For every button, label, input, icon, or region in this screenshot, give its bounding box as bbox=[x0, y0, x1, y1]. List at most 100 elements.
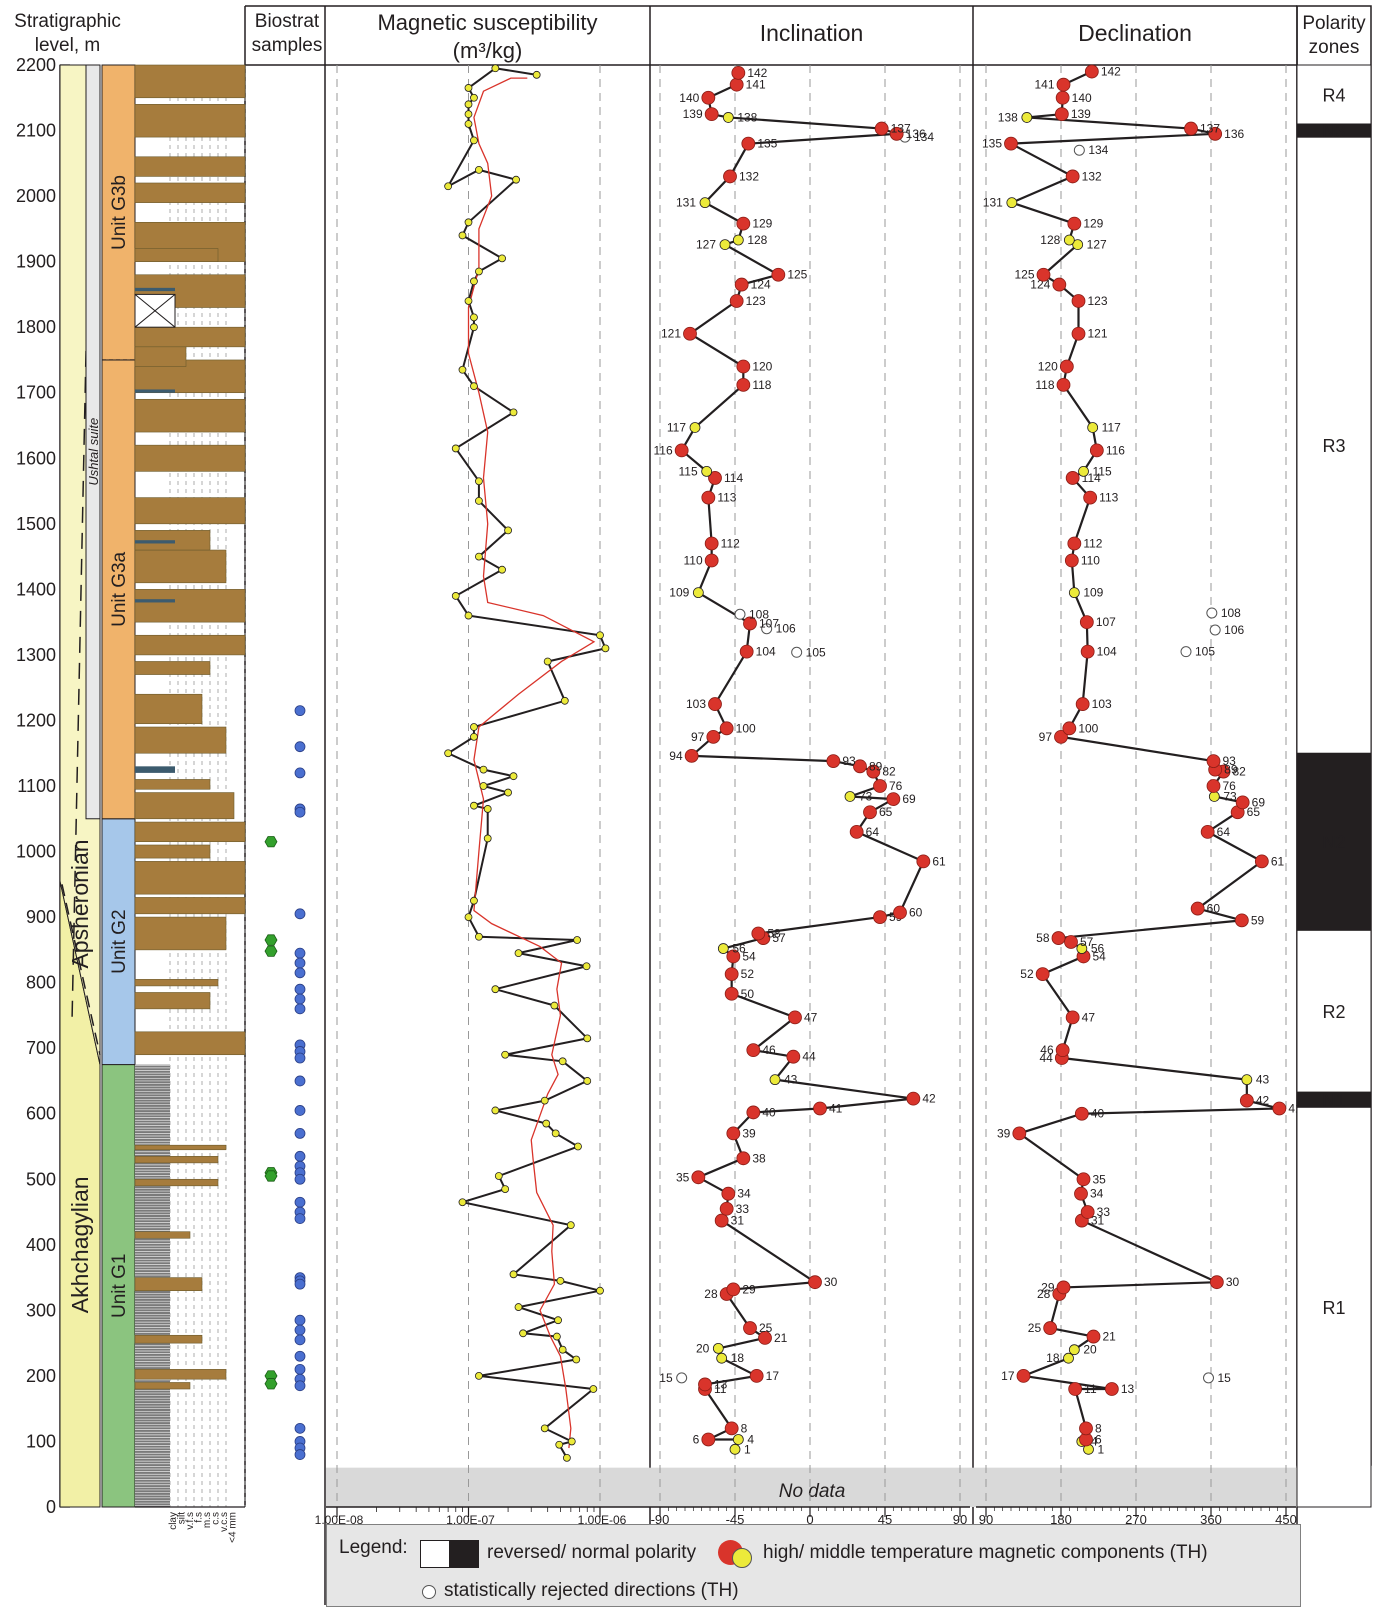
inclination-point-label: 113 bbox=[717, 491, 736, 505]
declination-point-label: 129 bbox=[1083, 217, 1103, 231]
declination-point-middle bbox=[1241, 1074, 1253, 1086]
biostrat-sample-blue bbox=[294, 1127, 306, 1139]
inclination-point-high bbox=[674, 443, 689, 458]
inclination-point-high bbox=[721, 1186, 736, 1201]
declination-path bbox=[1006, 70, 1280, 1451]
inclination-point-high bbox=[813, 1101, 827, 1116]
declination-point-high bbox=[1190, 901, 1205, 916]
declination-point-label: 108 bbox=[1221, 606, 1241, 620]
declination-point-high bbox=[1016, 1369, 1031, 1383]
declination-point-label: 120 bbox=[1038, 360, 1058, 374]
declination-point-label: 103 bbox=[1092, 697, 1112, 711]
lithology-bed bbox=[134, 346, 187, 367]
inclination-point-label: 57 bbox=[772, 931, 786, 945]
declination-point-label: 42 bbox=[1256, 1094, 1270, 1108]
declination-point-label: 31 bbox=[1091, 1214, 1105, 1228]
biostrat-sample-blue bbox=[294, 1105, 306, 1116]
lithology-bed bbox=[134, 779, 211, 790]
declination-point-high bbox=[1055, 1043, 1070, 1058]
lithology-bed bbox=[134, 634, 246, 656]
declination-point-label: 118 bbox=[1035, 378, 1054, 392]
inclination-point-label: 30 bbox=[824, 1275, 838, 1289]
magsus-point bbox=[512, 175, 520, 184]
inclination-point-middle bbox=[712, 1342, 724, 1354]
magsus-point bbox=[464, 913, 473, 921]
declination-point-label: 46 bbox=[1040, 1043, 1054, 1057]
lithology-bed bbox=[134, 916, 227, 951]
inclination-point-label: 39 bbox=[742, 1126, 756, 1140]
declination-point-label: 47 bbox=[1082, 1010, 1096, 1024]
declination-point-label: 106 bbox=[1224, 623, 1244, 637]
magsus-point bbox=[464, 218, 473, 227]
inclination-point-label: 28 bbox=[704, 1287, 718, 1301]
depth-tick-label: 1000 bbox=[16, 842, 56, 862]
magsus-point bbox=[494, 1172, 503, 1180]
inclination-point-label: 6 bbox=[693, 1432, 700, 1446]
declination-point-high bbox=[1065, 1010, 1080, 1025]
declination-header-title: Declination bbox=[1078, 20, 1192, 46]
lithology-bed bbox=[134, 693, 203, 725]
declination-point-high bbox=[1184, 121, 1198, 136]
magsus-point bbox=[470, 723, 478, 731]
magsus-point bbox=[504, 526, 512, 535]
inclination-point-label: 137 bbox=[891, 122, 911, 136]
lithology-bed bbox=[134, 1031, 246, 1056]
inclination-point-label: 43 bbox=[784, 1073, 798, 1087]
inclination-point-label: 73 bbox=[859, 789, 873, 803]
magsus-header: Magnetic susceptibility (m³/kg) bbox=[325, 9, 650, 65]
inclination-point-high bbox=[736, 359, 751, 374]
inclination-point-label: 120 bbox=[752, 360, 772, 374]
magsus-point bbox=[475, 477, 483, 486]
declination-point-high bbox=[1056, 77, 1071, 92]
inclination-point-high bbox=[758, 1330, 772, 1345]
declination-point-high bbox=[1084, 64, 1099, 79]
declination-point-label: 39 bbox=[997, 1126, 1011, 1140]
inclination-point-high bbox=[706, 729, 721, 744]
lithology-dark-band bbox=[135, 599, 175, 603]
inclination-point-label: 50 bbox=[741, 987, 755, 1001]
declination-point-label: 40 bbox=[1091, 1107, 1105, 1121]
depth-tick-label: 1700 bbox=[16, 383, 56, 403]
depth-tick-label: 800 bbox=[26, 973, 56, 993]
declination-point-label: 117 bbox=[1102, 420, 1121, 434]
lithology-bed bbox=[134, 1231, 191, 1239]
inclination-point-label: 34 bbox=[737, 1187, 751, 1201]
inclination-point-high bbox=[736, 1151, 751, 1166]
magsus-point bbox=[475, 496, 483, 505]
lithology-bed bbox=[134, 861, 246, 895]
declination-point-middle bbox=[1208, 791, 1220, 802]
inclination-point-high bbox=[893, 905, 907, 920]
inclination-point-label: 135 bbox=[757, 137, 777, 151]
inclination-point-high bbox=[771, 267, 786, 282]
lithology-bed bbox=[134, 104, 246, 138]
inclination-point-label: 44 bbox=[802, 1050, 816, 1064]
declination-point-label: 113 bbox=[1099, 491, 1118, 505]
magsus-point bbox=[470, 93, 478, 102]
lithology-bed bbox=[134, 844, 211, 859]
biostrat-sample-blue bbox=[294, 1314, 306, 1326]
depth-tick-label: 1200 bbox=[16, 710, 56, 730]
lithology-bed bbox=[134, 979, 219, 987]
lithology-bed bbox=[134, 897, 246, 915]
declination-point-label: 54 bbox=[1093, 949, 1107, 963]
inclination-point-high bbox=[886, 792, 901, 807]
declination-point-label: 140 bbox=[1072, 91, 1092, 105]
inclination-point-label: 121 bbox=[661, 327, 681, 341]
inclination-point-label: 8 bbox=[741, 1421, 748, 1435]
biostrat-sample-blue bbox=[294, 947, 306, 959]
magsus-point bbox=[509, 772, 518, 781]
inclination-point-label: 118 bbox=[752, 378, 771, 392]
declination-point-high bbox=[1067, 536, 1082, 551]
depth-tick-label: 1300 bbox=[16, 645, 56, 665]
declination-point-high bbox=[1055, 90, 1070, 105]
declination-point-high bbox=[1074, 1186, 1088, 1201]
declination-point-high bbox=[1012, 1126, 1027, 1141]
inclination-point-high bbox=[724, 967, 739, 982]
unit-label: Unit G3a bbox=[109, 551, 130, 626]
inclination-point-label: 125 bbox=[787, 268, 807, 282]
lithology-dark-band bbox=[135, 389, 175, 393]
inclination-tick-label: -90 bbox=[651, 1512, 670, 1527]
depth-tick-label: 1100 bbox=[17, 776, 56, 796]
declination-point-high bbox=[1043, 1321, 1058, 1335]
inclination-point-middle bbox=[701, 465, 713, 477]
